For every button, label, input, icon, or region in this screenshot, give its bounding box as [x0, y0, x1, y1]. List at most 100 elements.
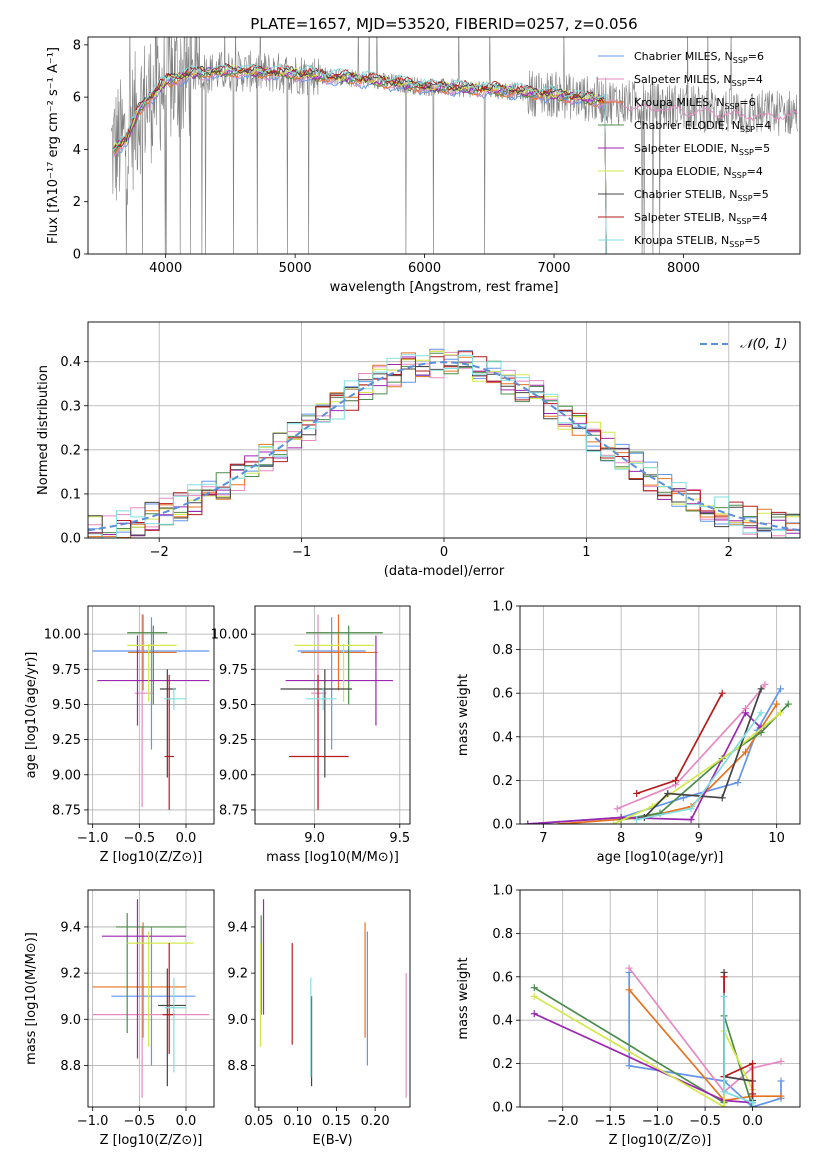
y-tick-label: 10.00: [211, 628, 248, 643]
mass-vs-Z-plot-area: [92, 899, 210, 1098]
x-tick-label: −0.5: [124, 1114, 156, 1129]
legend-label: Kroupa STELIB, NSSP=5: [634, 234, 760, 249]
x-axis-label: mass [log10(M/M⊙)]: [266, 850, 399, 865]
legend-label: Kroupa MILES, NSSP=6: [634, 96, 756, 111]
mass-weight-line: [533, 1012, 753, 1104]
y-tick-label: 0.4: [492, 730, 513, 745]
x-tick-label: −1.0: [77, 1114, 109, 1129]
x-tick-label: 8: [617, 831, 625, 846]
mass-weight-line: [723, 996, 753, 1104]
y-tick-label: 0.2: [492, 774, 513, 789]
y-axis-label: Normed distribution: [36, 365, 51, 495]
legend-suffix: =4: [755, 119, 771, 132]
x-tick-label: −1: [292, 545, 311, 560]
legend-subscript: SSP: [729, 240, 744, 249]
legend-subscript: SSP: [736, 217, 751, 226]
y-tick-label: 0.2: [60, 443, 81, 458]
y-tick-label: 9.0: [227, 1013, 248, 1028]
model-spectrum-line: [113, 63, 798, 254]
legend-label: Salpeter ELODIE, NSSP=5: [634, 142, 770, 157]
y-tick-label: 8.8: [227, 1059, 248, 1074]
legend-suffix: =5: [744, 234, 760, 247]
y-tick-label: 9.25: [219, 733, 248, 748]
legend-label: Salpeter MILES, NSSP=4: [634, 73, 763, 88]
x-tick-label: −0.5: [124, 831, 156, 846]
x-tick-label: 0.0: [742, 1114, 763, 1129]
y-tick-label: 6: [73, 91, 81, 106]
x-axis-label: (data-model)/error: [384, 564, 505, 579]
model-spectrum-line: [113, 66, 798, 254]
y-tick-label: 9.2: [227, 967, 248, 982]
mass-weight-line: [527, 688, 782, 824]
x-tick-label: 0.0: [176, 831, 197, 846]
axes-frame: [87, 36, 801, 255]
age-vs-Z-panel: [84, 606, 214, 828]
y-tick-label: 10.00: [44, 628, 81, 643]
legend-subscript: SSP: [724, 102, 739, 111]
y-tick-label: 9.0: [60, 1013, 81, 1028]
legend-subscript: SSP: [733, 56, 748, 65]
x-tick-label: −1.5: [594, 1114, 626, 1129]
y-tick-label: 8: [73, 38, 81, 53]
x-tick-label: 2: [725, 545, 733, 560]
x-tick-label: 1: [582, 545, 590, 560]
y-axis-label: age [log10(age/yr)]: [24, 652, 39, 779]
axes-frame: [87, 321, 801, 539]
y-axis-label: mass [log10(M/M⊙)]: [24, 932, 39, 1065]
mass-weight-line: [620, 703, 789, 821]
massweight-vs-age-plot-area: [524, 680, 792, 824]
x-tick-label: 9.0: [304, 831, 325, 846]
residual-histogram: [88, 365, 800, 538]
y-axis-label: mass weight: [456, 957, 471, 1039]
axes-frame: [519, 889, 801, 1108]
mass-weight-line: [533, 995, 754, 1107]
x-tick-label: 0.05: [244, 1114, 273, 1129]
axes-frame: [254, 605, 411, 825]
legend-label: 𝒩(0, 1): [740, 337, 787, 352]
y-tick-label: 0.6: [492, 687, 513, 702]
y-tick-label: 0: [73, 248, 81, 263]
y-tick-label: 9.75: [219, 663, 248, 678]
massweight-vs-Z-plot-area: [530, 964, 785, 1107]
x-tick-label: 7: [539, 831, 547, 846]
y-axis-label: Flux [fλ10⁻¹⁷ erg cm⁻² s⁻¹ A⁻¹]: [46, 47, 61, 244]
x-tick-label: 0.0: [176, 1114, 197, 1129]
legend-suffix: =4: [751, 211, 767, 224]
age-vs-mass-plot-area: [280, 614, 393, 810]
y-tick-label: 1.0: [492, 600, 513, 615]
residuals-plot-area: [88, 348, 800, 538]
axes-frame: [519, 605, 801, 825]
age-vs-Z-plot-area: [92, 614, 210, 810]
x-axis-label: Z [log10(Z/Z⊙)]: [100, 1133, 203, 1148]
mass-weight-line: [628, 967, 782, 1093]
y-tick-label: 0.4: [60, 355, 81, 370]
axes-frame: [254, 889, 411, 1108]
y-tick-label: 8.8: [60, 1059, 81, 1074]
massweight-vs-Z-panel: [516, 889, 800, 1111]
legend-suffix: =6: [739, 96, 755, 109]
x-tick-label: 0.20: [361, 1114, 390, 1129]
y-tick-label: 1.0: [492, 884, 513, 899]
x-tick-label: −2: [150, 545, 169, 560]
y-tick-label: 0.8: [492, 643, 513, 658]
mass-weight-line: [643, 688, 762, 819]
x-tick-label: 10: [768, 831, 785, 846]
age-vs-mass-panel: [251, 606, 410, 828]
x-tick-label: −1.0: [77, 831, 109, 846]
x-tick-label: −1.0: [642, 1114, 674, 1129]
legend-suffix: =6: [748, 50, 764, 63]
y-tick-label: 9.4: [227, 920, 248, 935]
x-tick-label: 0: [440, 545, 448, 560]
spectrum-plot-area: [111, 37, 798, 254]
y-tick-label: 0.8: [492, 927, 513, 942]
legend-suffix: =4: [747, 73, 763, 86]
y-tick-label: 4: [73, 143, 81, 158]
legend-label: Kroupa ELODIE, NSSP=4: [634, 165, 763, 180]
mass-vs-EBV-plot-area: [259, 899, 407, 1098]
x-axis-label: wavelength [Angstrom, rest frame]: [330, 280, 559, 295]
legend-subscript: SSP: [738, 194, 753, 203]
y-tick-label: 0.4: [492, 1014, 513, 1029]
residual-histogram: [88, 351, 800, 538]
legend-suffix: =5: [754, 142, 770, 155]
